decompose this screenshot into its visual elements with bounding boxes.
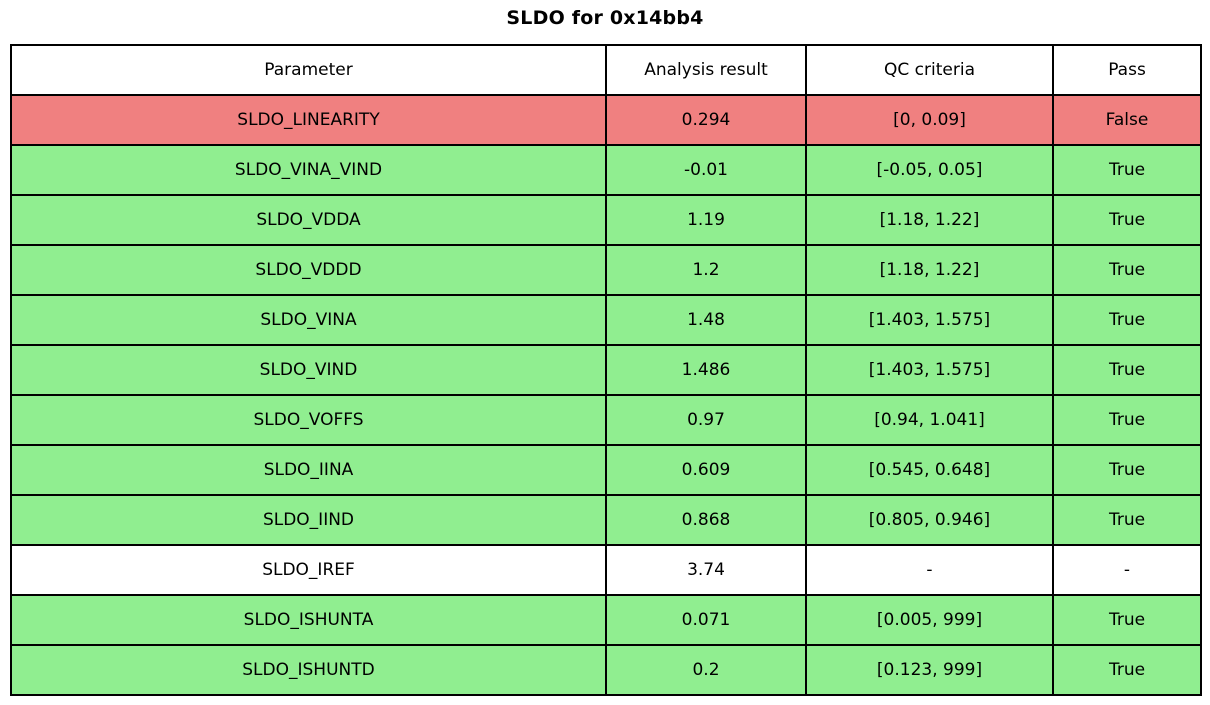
pass-cell: True: [1052, 194, 1202, 246]
table-row: SLDO_ISHUNTD 0.2 [0.123, 999] True: [10, 644, 1202, 696]
parameter-cell: SLDO_VIND: [10, 344, 607, 396]
table-row: SLDO_VIND 1.486 [1.403, 1.575] True: [10, 344, 1202, 396]
table-row: SLDO_VDDA 1.19 [1.18, 1.22] True: [10, 194, 1202, 246]
result-cell: 0.97: [605, 394, 807, 446]
result-cell: 3.74: [605, 544, 807, 596]
column-header-pass: Pass: [1052, 44, 1202, 96]
pass-cell: True: [1052, 494, 1202, 546]
table-row: SLDO_IIND 0.868 [0.805, 0.946] True: [10, 494, 1202, 546]
result-cell: -0.01: [605, 144, 807, 196]
pass-cell: True: [1052, 294, 1202, 346]
result-cell: 0.868: [605, 494, 807, 546]
result-cell: 0.609: [605, 444, 807, 496]
criteria-cell: [0.94, 1.041]: [805, 394, 1054, 446]
criteria-cell: [1.403, 1.575]: [805, 344, 1054, 396]
parameter-cell: SLDO_LINEARITY: [10, 94, 607, 146]
criteria-cell: [1.403, 1.575]: [805, 294, 1054, 346]
page-title: SLDO for 0x14bb4: [506, 7, 704, 29]
table-row: SLDO_LINEARITY 0.294 [0, 0.09] False: [10, 94, 1202, 146]
pass-cell: True: [1052, 594, 1202, 646]
pass-cell: True: [1052, 394, 1202, 446]
criteria-cell: -: [805, 544, 1054, 596]
column-header-qc-criteria: QC criteria: [805, 44, 1054, 96]
pass-cell: True: [1052, 144, 1202, 196]
criteria-cell: [0.005, 999]: [805, 594, 1054, 646]
parameter-cell: SLDO_VINA: [10, 294, 607, 346]
criteria-cell: [-0.05, 0.05]: [805, 144, 1054, 196]
pass-cell: True: [1052, 444, 1202, 496]
criteria-cell: [0.123, 999]: [805, 644, 1054, 696]
pass-cell: True: [1052, 244, 1202, 296]
table-row: SLDO_VINA_VIND -0.01 [-0.05, 0.05] True: [10, 144, 1202, 196]
parameter-cell: SLDO_IREF: [10, 544, 607, 596]
result-cell: 1.48: [605, 294, 807, 346]
criteria-cell: [0.545, 0.648]: [805, 444, 1054, 496]
parameter-cell: SLDO_ISHUNTD: [10, 644, 607, 696]
parameter-cell: SLDO_ISHUNTA: [10, 594, 607, 646]
pass-cell: True: [1052, 644, 1202, 696]
criteria-cell: [1.18, 1.22]: [805, 244, 1054, 296]
qc-results-table: Parameter Analysis result QC criteria Pa…: [10, 44, 1202, 696]
result-cell: 1.19: [605, 194, 807, 246]
table-row: SLDO_ISHUNTA 0.071 [0.005, 999] True: [10, 594, 1202, 646]
result-cell: 0.071: [605, 594, 807, 646]
parameter-cell: SLDO_VOFFS: [10, 394, 607, 446]
parameter-cell: SLDO_IIND: [10, 494, 607, 546]
column-header-analysis-result: Analysis result: [605, 44, 807, 96]
table-row: SLDO_VOFFS 0.97 [0.94, 1.041] True: [10, 394, 1202, 446]
table-row: SLDO_VINA 1.48 [1.403, 1.575] True: [10, 294, 1202, 346]
column-header-parameter: Parameter: [10, 44, 607, 96]
table-row: SLDO_VDDD 1.2 [1.18, 1.22] True: [10, 244, 1202, 296]
criteria-cell: [0.805, 0.946]: [805, 494, 1054, 546]
criteria-cell: [1.18, 1.22]: [805, 194, 1054, 246]
result-cell: 0.2: [605, 644, 807, 696]
result-cell: 0.294: [605, 94, 807, 146]
table-header-row: Parameter Analysis result QC criteria Pa…: [10, 44, 1202, 96]
parameter-cell: SLDO_VINA_VIND: [10, 144, 607, 196]
pass-cell: False: [1052, 94, 1202, 146]
result-cell: 1.2: [605, 244, 807, 296]
result-cell: 1.486: [605, 344, 807, 396]
table-row: SLDO_IINA 0.609 [0.545, 0.648] True: [10, 444, 1202, 496]
parameter-cell: SLDO_VDDA: [10, 194, 607, 246]
parameter-cell: SLDO_VDDD: [10, 244, 607, 296]
pass-cell: True: [1052, 344, 1202, 396]
criteria-cell: [0, 0.09]: [805, 94, 1054, 146]
parameter-cell: SLDO_IINA: [10, 444, 607, 496]
pass-cell: -: [1052, 544, 1202, 596]
table-row: SLDO_IREF 3.74 - -: [10, 544, 1202, 596]
